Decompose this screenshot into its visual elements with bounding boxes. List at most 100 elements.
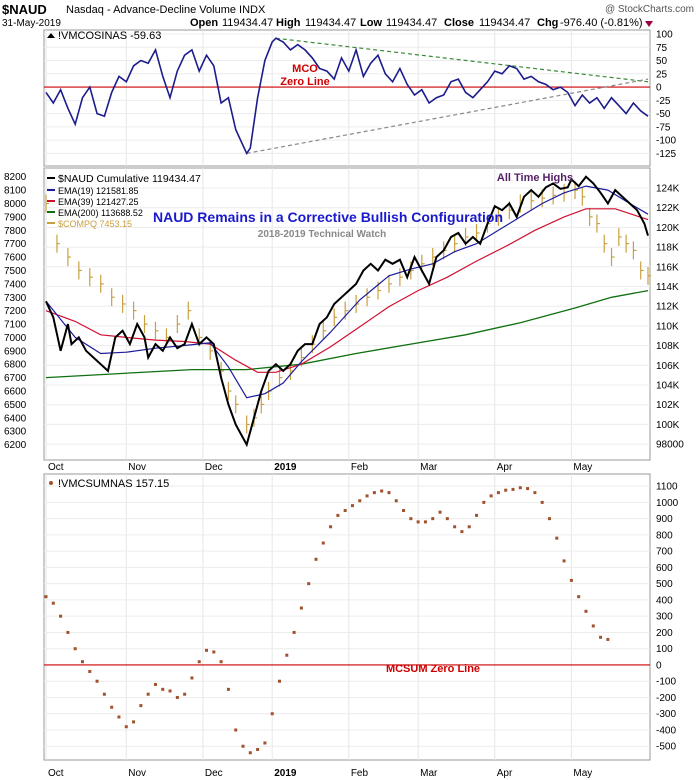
ema19-legend: EMA(19) 121581.85: [58, 186, 139, 196]
naud-left-y-tick: 7000: [4, 333, 27, 344]
mcsum-point: [212, 650, 216, 654]
naud-right-y-tick: 118K: [656, 243, 679, 254]
naud-right-y-tick: 124K: [656, 184, 680, 195]
mcsum-y-tick: 500: [656, 579, 673, 590]
mcsum-y-tick: -400: [656, 725, 676, 736]
mcsum-legend-dot: [49, 481, 53, 485]
mco-y-tick: 50: [656, 56, 668, 67]
mcsum-point: [307, 582, 311, 586]
x-tick-label: Apr: [497, 768, 513, 779]
mcsum-point: [555, 536, 559, 540]
mcsum-point: [146, 692, 150, 696]
x-tick-label: Dec: [205, 462, 223, 473]
quote-low-label: Low: [360, 17, 382, 29]
mcsum-point: [372, 491, 376, 495]
mcsum-point: [124, 725, 128, 729]
middle-x-axis: Oct Nov Dec 2019 Feb Mar Apr May: [48, 462, 592, 473]
quote-high: 119434.47: [305, 17, 356, 29]
mcsum-point: [248, 751, 252, 755]
x-tick-label: Mar: [420, 768, 438, 779]
mcsum-point: [234, 728, 238, 732]
mco-y-axis: 100 75 50 25 0 -25 -50 -75 -100 -125: [656, 30, 676, 160]
mcsum-point: [438, 510, 442, 514]
naud-right-y-tick: 122K: [656, 203, 680, 214]
quote-open-label: Open: [190, 17, 218, 29]
mcsum-point: [423, 520, 427, 524]
mcsum-y-tick: 900: [656, 514, 673, 525]
mcsum-y-tick: 1000: [656, 498, 679, 509]
mco-panel-frame: [43, 29, 651, 167]
mcsum-point: [132, 720, 136, 724]
quote-close: 119434.47: [479, 17, 530, 29]
naud-right-y-tick: 116K: [656, 262, 679, 273]
mcsum-point: [526, 487, 530, 491]
mcsum-y-tick: -200: [656, 693, 676, 704]
mcsum-point: [219, 660, 223, 664]
mcsum-point: [350, 504, 354, 508]
x-tick-label: Feb: [351, 768, 369, 779]
mcsum-point: [241, 744, 245, 748]
down-arrow-icon: [645, 21, 653, 27]
mcsum-y-tick: -500: [656, 742, 676, 753]
mcsum-y-tick: -100: [656, 677, 676, 688]
mcsum-point: [117, 715, 121, 719]
x-tick-label: 2019: [274, 462, 297, 473]
chart-subtitle-annotation: 2018-2019 Technical Watch: [258, 229, 386, 240]
mcsum-point: [416, 520, 420, 524]
mco-line: [45, 37, 649, 156]
mcsum-point: [263, 741, 267, 745]
naud-left-y-tick: 6400: [4, 413, 27, 424]
mcsum-point: [336, 513, 340, 517]
mcsum-y-tick: 800: [656, 530, 673, 541]
naud-left-y-tick: 7400: [4, 279, 27, 290]
mcsum-point: [153, 682, 157, 686]
symbol-title: $NAUD: [2, 2, 47, 17]
x-tick-label: May: [573, 462, 592, 473]
mcsum-point: [183, 692, 187, 696]
quote-date: 31-May-2019: [2, 18, 61, 29]
x-tick-label: Nov: [128, 768, 146, 779]
naud-cumulative-line: [45, 175, 649, 448]
mcsum-point: [256, 747, 260, 751]
mco-zero-label-2: Zero Line: [280, 76, 330, 88]
mcsum-point: [584, 609, 588, 613]
compq-legend: $COMPQ 7453.15: [58, 219, 132, 229]
mcsum-point: [205, 648, 209, 652]
naud-panel: 8200 8100 8000 7900 7800 7700 7600 7500 7400 7300…: [4, 167, 684, 461]
naud-left-y-tick: 7200: [4, 306, 27, 317]
mcsum-point: [270, 712, 274, 716]
mco-legend-icon: [47, 33, 55, 38]
x-tick-label: Oct: [48, 768, 64, 779]
naud-left-y-tick: 8100: [4, 186, 27, 197]
mcsum-point: [365, 494, 369, 498]
quote-low: 119434.47: [386, 17, 437, 29]
naud-left-y-tick: 6700: [4, 373, 27, 384]
mcsum-point: [358, 499, 362, 503]
mcsum-point: [394, 499, 398, 503]
mcsum-point: [102, 692, 106, 696]
mcsum-point: [540, 500, 544, 504]
mco-y-tick: 100: [656, 30, 673, 41]
naud-left-y-tick: 7700: [4, 239, 27, 250]
naud-right-y-tick: 114K: [656, 282, 679, 293]
naud-right-y-tick: 100K: [656, 420, 680, 431]
naud-left-y-tick: 7600: [4, 253, 27, 264]
watermark: @ StockCharts.com: [605, 4, 694, 15]
naud-left-y-tick: 7500: [4, 266, 27, 277]
bottom-x-axis: Oct Nov Dec 2019 Feb Mar Apr May: [48, 768, 592, 779]
mco-y-tick: 75: [656, 43, 668, 54]
mcsum-point: [73, 647, 77, 651]
mcsum-y-tick: 400: [656, 595, 673, 606]
mcsum-point: [577, 595, 581, 599]
mcsum-y-tick: 600: [656, 563, 673, 574]
mcsum-point: [547, 517, 551, 521]
mcsum-point: [51, 601, 55, 605]
mcsum-point: [569, 578, 573, 582]
mcsum-point: [59, 614, 63, 618]
x-tick-label: Nov: [128, 462, 146, 473]
mcsum-zero-label: MCSUM Zero Line: [386, 663, 480, 675]
mcsum-point: [80, 660, 84, 664]
mco-zero-label-1: MCO: [292, 63, 318, 75]
quote-close-label: Close: [444, 17, 474, 29]
mcsum-point: [190, 676, 194, 680]
